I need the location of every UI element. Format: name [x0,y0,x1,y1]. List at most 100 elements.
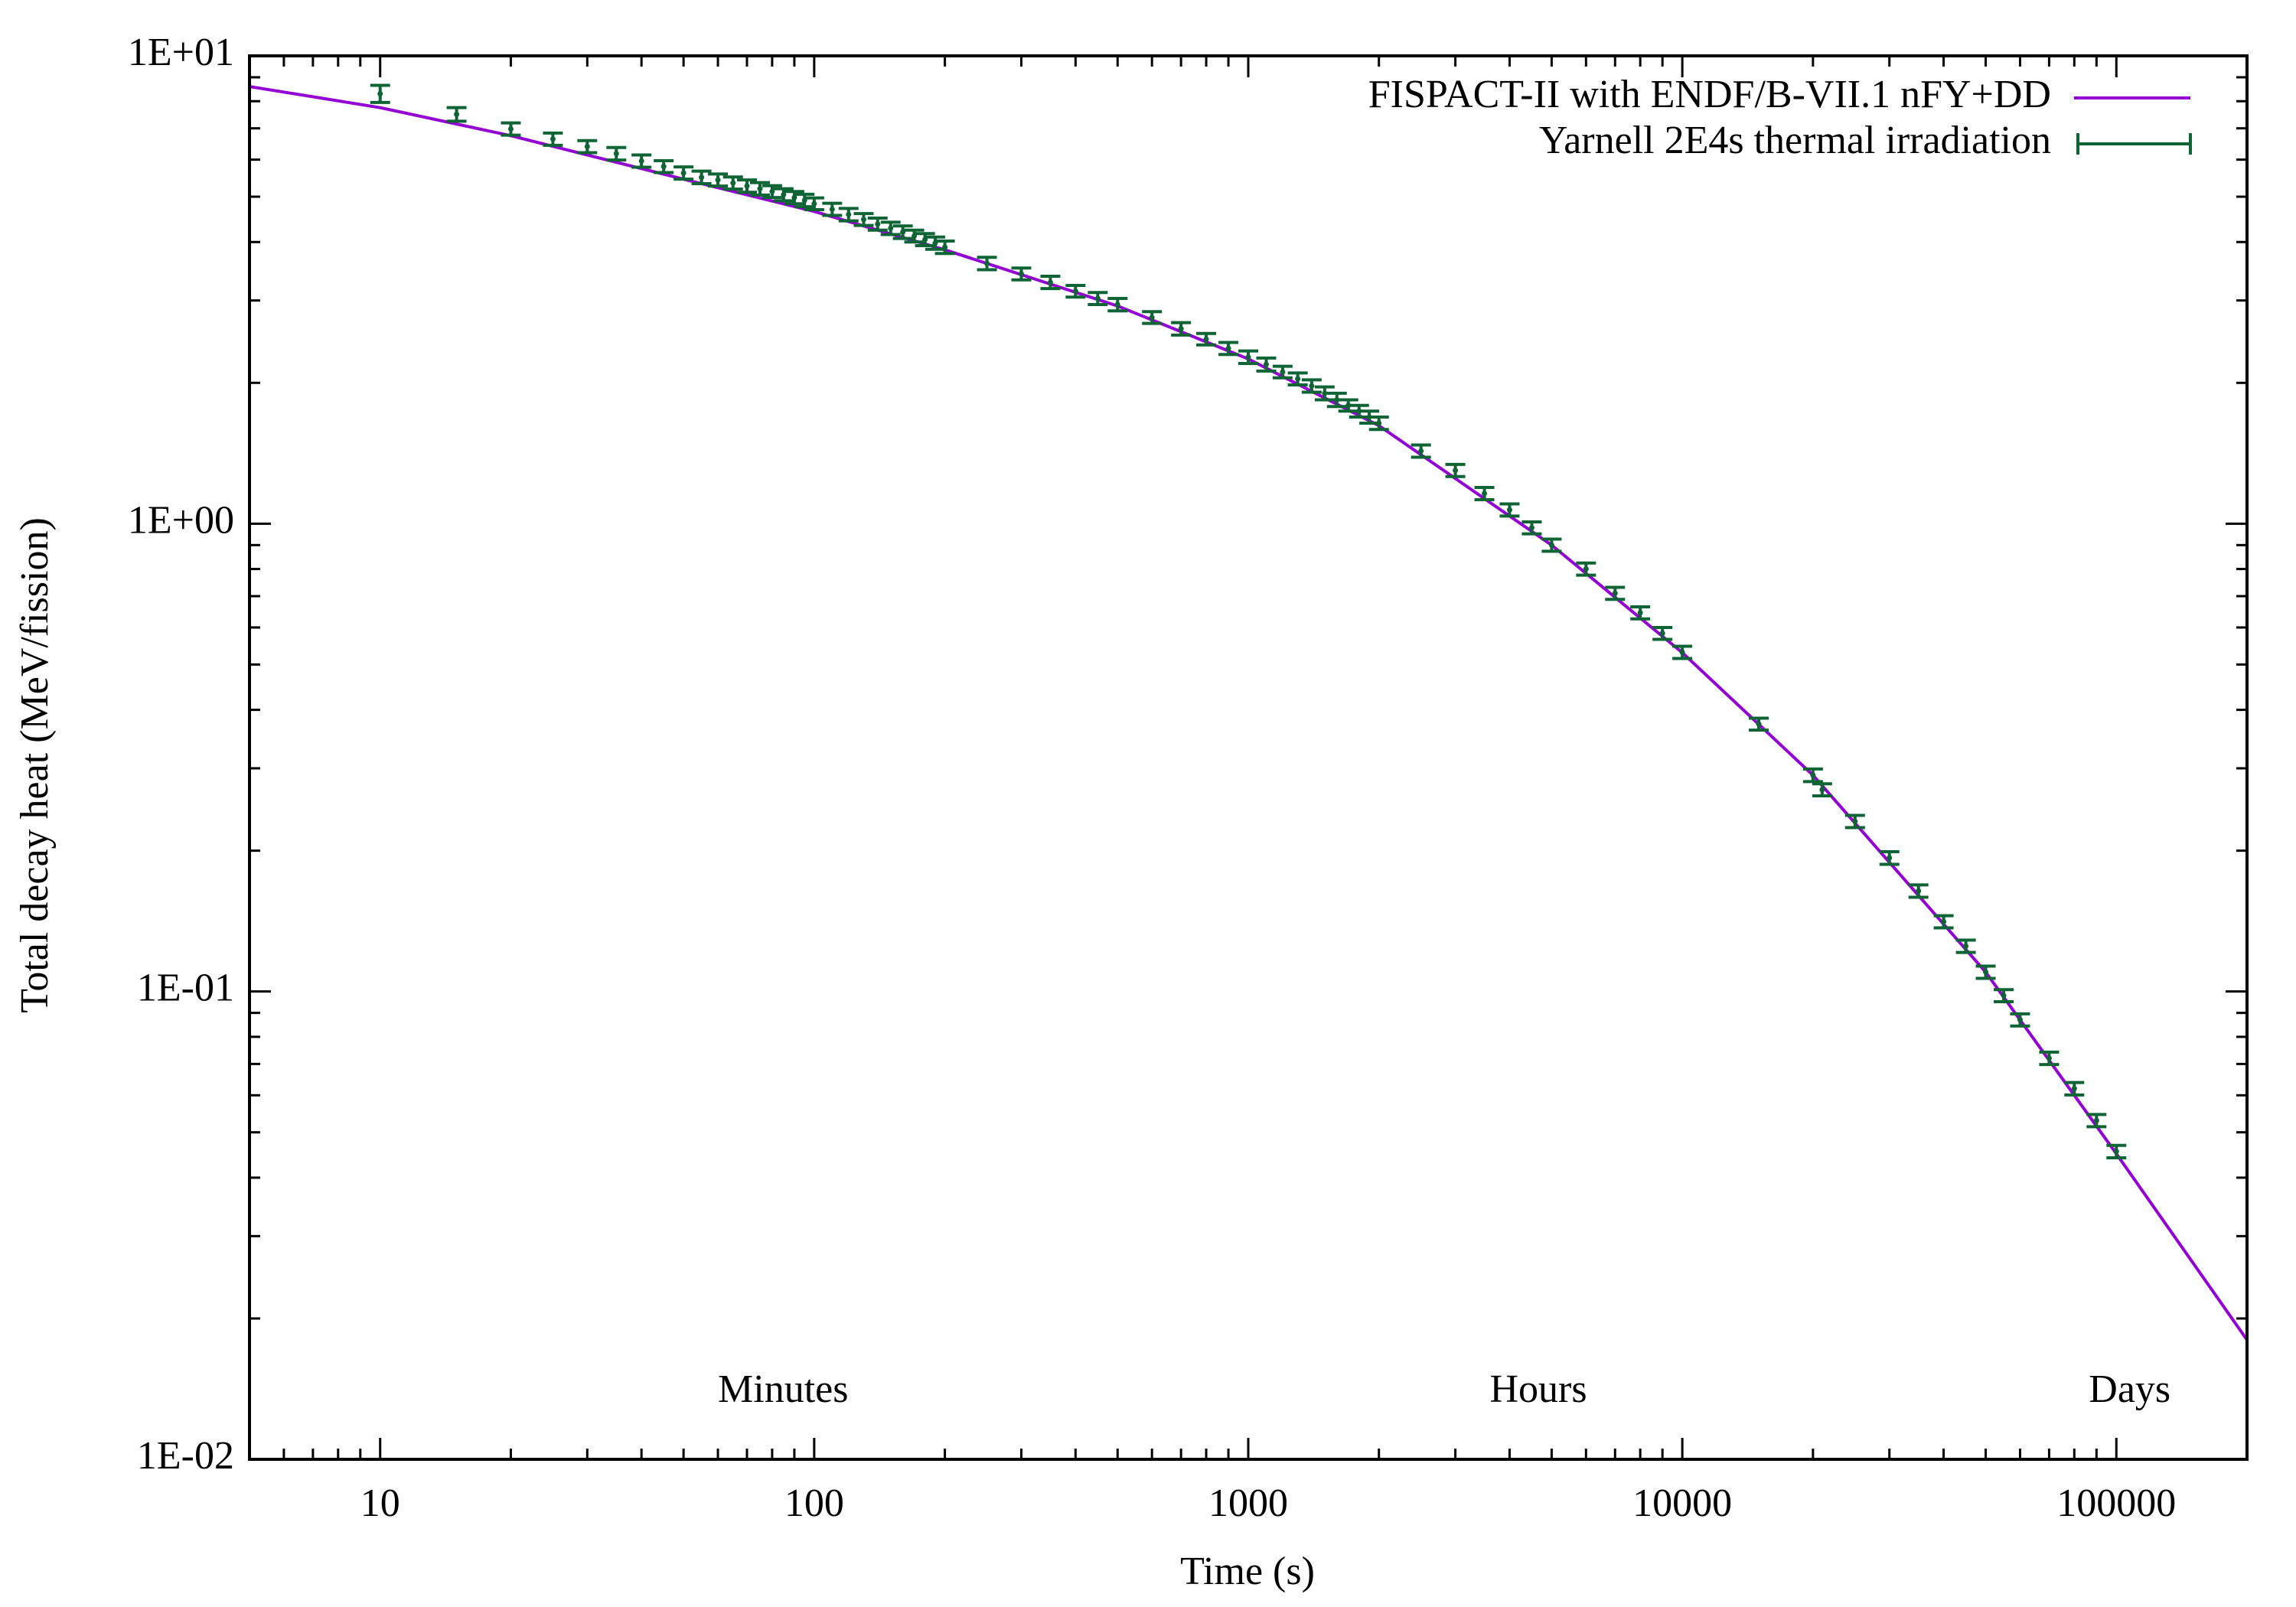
y-axis-title: Total decay heat (MeV/fission) [13,517,57,1013]
x-tick-label: 100 [784,1482,844,1525]
error-bar-part [1114,302,1120,308]
error-bar-part [984,260,990,266]
error-bar [1142,310,1163,325]
error-bar-part [1548,542,1554,548]
error-bar [1802,767,1823,784]
error-bar-part [1072,288,1078,295]
error-bar-part [1418,448,1424,454]
error-bar [773,187,794,203]
error-bar-part [1983,969,1989,975]
error-bar-part [1756,721,1762,727]
error-bar-part [1245,354,1251,360]
error-bar-part [1334,396,1340,403]
error-bar [1171,321,1192,337]
error-bar-part [1482,491,1488,497]
error-bar-part [680,170,687,176]
error-bar-part [811,200,817,207]
annotation: Hours [1489,1367,1587,1411]
error-bar [1301,378,1322,394]
error-bar [2086,1113,2107,1129]
error-bar [1088,291,1108,307]
y-tick-label: 1E+00 [128,498,234,542]
error-bar [1368,416,1389,432]
error-bar-part [1810,772,1816,778]
error-bar [892,224,913,240]
error-bar [1411,443,1431,459]
error-bar-part [507,125,514,132]
error-bar [1812,782,1832,797]
error-bar [708,172,729,188]
error-bar [1287,371,1308,386]
error-bar [1975,964,1996,980]
error-bar-part [1309,383,1315,389]
error-bar-part [888,225,894,231]
error-bar [1107,297,1128,313]
error-bar-part [846,211,852,217]
error-bar-part [1376,420,1382,426]
error-bar [1955,938,1976,954]
error-bar-part [1637,610,1643,616]
plot-frame [248,54,2249,1461]
error-bar-part [1506,507,1512,513]
error-bar-part [638,158,644,164]
error-bar [915,232,935,247]
error-bar [1314,385,1335,402]
error-bar-part [781,191,787,197]
x-tick-label: 100000 [2056,1482,2176,1525]
error-bar [1749,716,1769,732]
error-bar-part [699,174,705,181]
y-tick-label: 1E-01 [137,966,234,1010]
error-bar-part [1453,468,1459,474]
error-bar-part [1225,345,1231,351]
error-bar [1349,403,1369,419]
error-bar-part [1047,279,1053,285]
error-bar-part [454,111,460,117]
error-bar-part [584,143,590,149]
error-bar [750,181,771,197]
error-bar [1933,914,1954,930]
error-bar [446,106,467,123]
annotation: Minutes [718,1367,848,1411]
error-bar [2106,1143,2127,1160]
error-bar [867,217,888,232]
error-bar [1474,486,1495,502]
x-axis-title: Time (s) [1180,1550,1315,1593]
annotation: Days [2089,1367,2170,1411]
error-bar-part [730,180,736,186]
error-bar-part [1679,649,1685,655]
error-bar-part [1941,918,1947,924]
error-bar [501,121,521,137]
error-bar-part [1263,361,1269,367]
error-bar [543,131,563,147]
error-bar [1272,364,1293,380]
error-bar [2010,1012,2030,1028]
error-bar [822,201,843,217]
error-bar [784,190,804,206]
error-bar-part [1203,336,1209,342]
error-bar-part [2113,1149,2119,1155]
error-bar [1879,849,1900,866]
error-bar-part [900,229,906,235]
error-bar [1630,605,1651,621]
error-bar [1672,644,1693,660]
error-bar-part [744,183,750,189]
error-bar [762,184,782,200]
x-tick-label: 10 [360,1482,400,1525]
error-bar-part [1583,566,1589,572]
error-bar-part [791,194,797,200]
error-bar [1521,520,1542,536]
error-bar-part [1094,295,1101,302]
error-bar [606,145,627,162]
error-bar-part [860,217,866,223]
error-bar [1040,274,1061,291]
error-bar-part [757,186,763,192]
error-bar [1844,813,1865,830]
error-bar [370,83,390,104]
error-bar-part [1819,787,1825,793]
error-bar-part [1018,271,1024,277]
error-bar-part [1178,326,1184,332]
error-bar [904,228,925,244]
error-bar-part [1963,943,1969,949]
error-bar-part [377,90,383,96]
